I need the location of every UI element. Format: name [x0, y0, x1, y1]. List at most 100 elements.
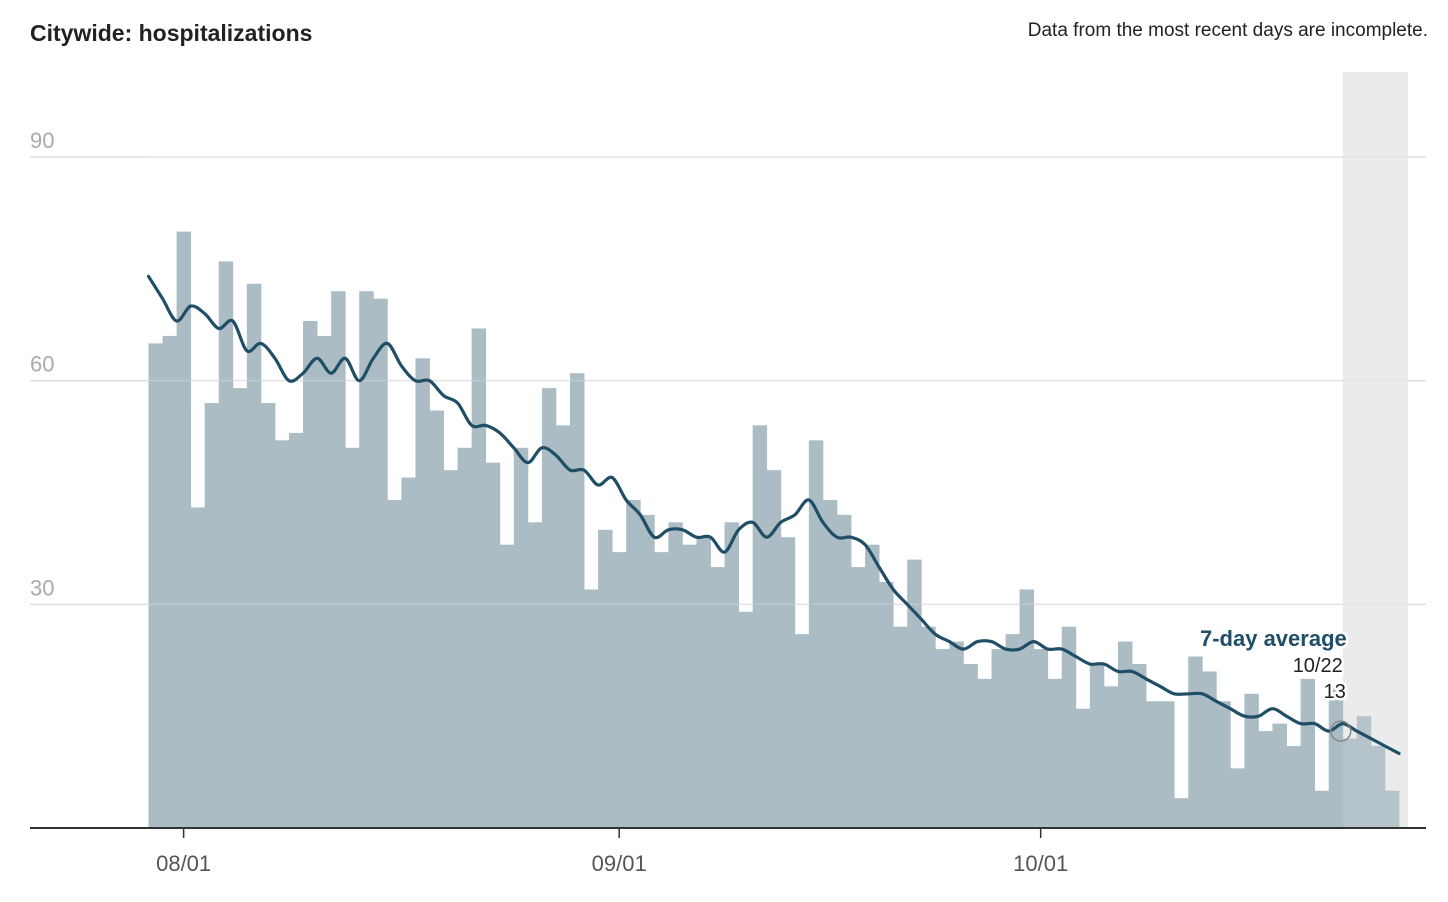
bar	[1033, 649, 1049, 828]
annotation-date: 10/22	[1293, 655, 1343, 677]
bar	[289, 432, 304, 828]
bar	[1103, 686, 1119, 828]
bar	[429, 410, 444, 828]
bar	[415, 358, 430, 828]
bar	[527, 522, 543, 828]
bar	[373, 298, 388, 829]
seven-day-average-line	[146, 274, 1401, 755]
bar	[303, 321, 318, 828]
bar	[710, 567, 725, 828]
bar	[1188, 656, 1203, 828]
bar	[921, 626, 936, 828]
bar	[879, 581, 894, 828]
bar	[331, 291, 346, 828]
bar	[780, 537, 796, 828]
bar	[1272, 723, 1287, 828]
bar	[682, 544, 697, 828]
bar	[724, 522, 739, 828]
bar	[935, 649, 950, 828]
bar	[1005, 634, 1020, 828]
bar	[1328, 686, 1344, 828]
bar	[345, 447, 360, 828]
bar	[1174, 798, 1189, 828]
x-tick-label-09/01: 09/01	[592, 851, 647, 876]
bar	[1216, 701, 1231, 828]
bar	[851, 567, 866, 828]
bar	[274, 440, 290, 828]
bar	[1300, 678, 1316, 828]
bar	[584, 589, 599, 828]
bar	[1202, 671, 1217, 828]
incomplete-data-note: Data from the most recent days are incom…	[1027, 20, 1428, 41]
bar	[485, 462, 501, 828]
bar	[1244, 693, 1259, 828]
bar	[1286, 745, 1301, 828]
annotation-marker	[1330, 720, 1352, 742]
bar	[977, 678, 992, 828]
bar	[1384, 790, 1400, 828]
bar	[1314, 790, 1330, 828]
bar	[246, 283, 262, 828]
bar	[893, 626, 908, 828]
y-tick-label-60: 60	[30, 352, 54, 377]
seven-day-average-label: 7-day average	[1200, 626, 1347, 651]
bar	[401, 477, 416, 828]
x-tick-label-08/01: 08/01	[156, 851, 211, 876]
x-tick-label-10/01: 10/01	[1013, 851, 1068, 876]
bar	[1160, 701, 1175, 828]
bar	[148, 343, 163, 828]
bar	[612, 552, 627, 828]
bar	[766, 470, 782, 828]
bar	[1047, 678, 1063, 828]
y-tick-label-90: 90	[30, 128, 54, 153]
bar	[696, 537, 711, 828]
bar	[949, 641, 964, 828]
bar	[1132, 663, 1147, 828]
y-tick-label-30: 30	[30, 575, 54, 600]
bar	[218, 261, 234, 828]
bar	[808, 440, 824, 828]
annotation-value: 13	[1324, 681, 1346, 703]
bar	[907, 559, 922, 828]
bar	[570, 373, 585, 828]
bar	[991, 649, 1006, 828]
bar	[1230, 768, 1245, 828]
bar	[1061, 626, 1077, 828]
bar	[555, 425, 571, 828]
incomplete-data-region	[1342, 72, 1408, 828]
bar	[1258, 731, 1273, 828]
bar	[232, 388, 248, 828]
bar	[822, 499, 838, 828]
bar	[387, 499, 402, 828]
bar	[541, 388, 557, 828]
bar	[668, 522, 683, 828]
bar	[1117, 641, 1133, 828]
bar	[1089, 663, 1105, 828]
bar	[963, 663, 978, 828]
chart-title: Citywide: hospitalizations	[30, 20, 313, 46]
bar	[626, 499, 641, 828]
bar	[1146, 701, 1161, 828]
bar	[738, 611, 754, 828]
bar	[1075, 708, 1091, 828]
bar	[513, 447, 529, 828]
bar	[359, 291, 374, 828]
bar	[1019, 589, 1035, 828]
bar	[176, 231, 192, 829]
bar	[1342, 738, 1358, 828]
bar	[190, 507, 206, 828]
bar	[752, 425, 768, 828]
bar	[499, 544, 515, 828]
bar	[1356, 716, 1372, 828]
bar	[1370, 745, 1386, 828]
bar	[457, 447, 473, 828]
bar	[598, 529, 613, 828]
bar	[443, 470, 458, 828]
bar	[260, 403, 276, 828]
bar	[471, 328, 487, 828]
bar	[162, 335, 177, 828]
bar	[204, 403, 220, 828]
bar	[640, 514, 655, 828]
bar	[836, 514, 852, 828]
